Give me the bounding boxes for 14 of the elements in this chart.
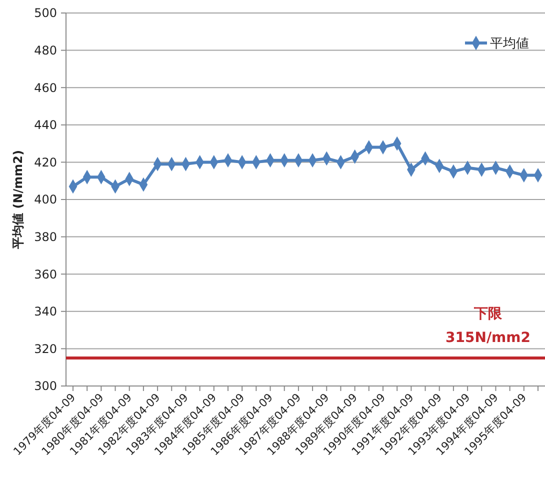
y-tick-label: 420 <box>34 155 57 170</box>
ref-line-label: 下限 315N/mm2 <box>446 306 530 346</box>
y-tick-label: 460 <box>34 80 57 95</box>
y-tick-label: 320 <box>34 342 57 356</box>
y-tick-label: 500 <box>34 6 57 20</box>
y-tick-label: 340 <box>34 304 57 319</box>
y-tick-label: 360 <box>34 267 57 282</box>
legend-label: 平均値 <box>490 36 529 52</box>
y-tick-label: 300 <box>34 379 57 394</box>
y-tick-label: 400 <box>34 192 57 207</box>
y-tick-label: 480 <box>34 44 57 58</box>
y-axis-title: 平均値 (N/mm2) <box>11 150 25 250</box>
y-tick-label: 440 <box>34 118 57 132</box>
y-tick-label: 380 <box>34 230 57 244</box>
